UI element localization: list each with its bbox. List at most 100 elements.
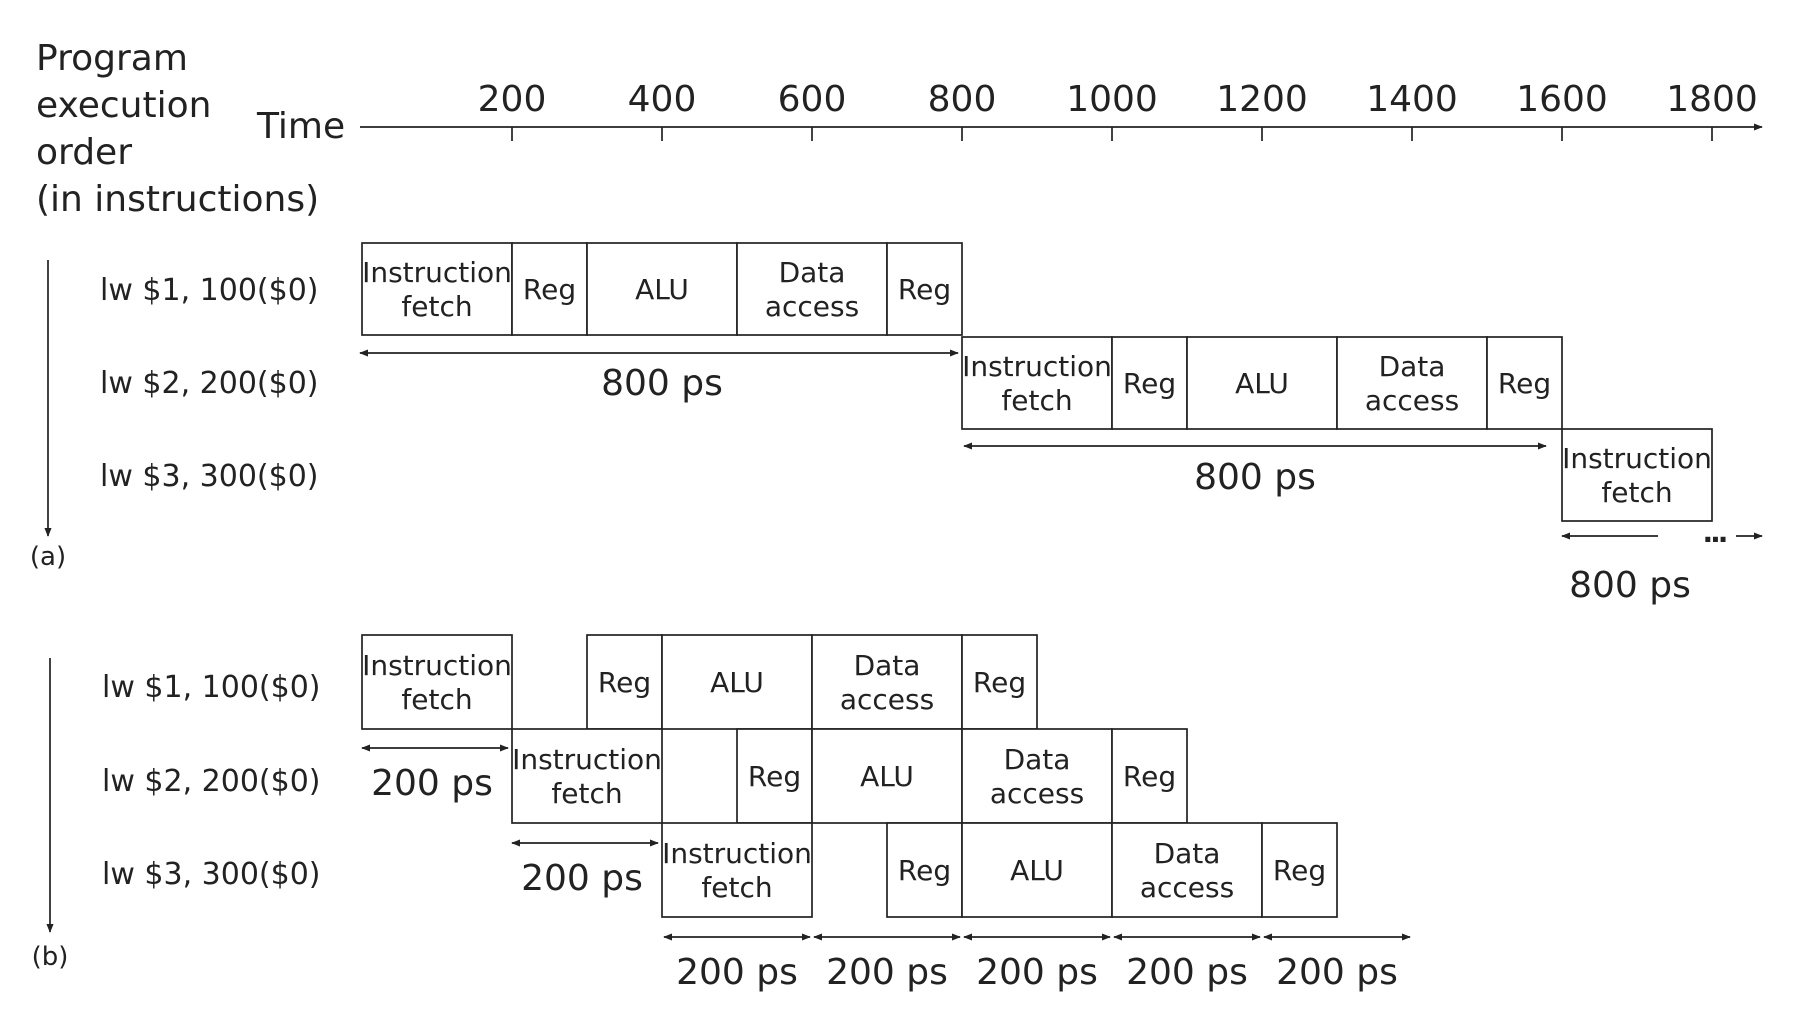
stage-label: Reg <box>1123 760 1176 793</box>
instruction-label: lw $1, 100($0) <box>100 273 319 308</box>
data-access-box <box>1336 336 1488 430</box>
continuation-dots: ... <box>1703 516 1726 549</box>
time-tick-label: 1000 <box>1066 79 1158 120</box>
instruction-fetch-box <box>961 336 1113 430</box>
stage-label: fetch <box>701 871 772 904</box>
stage-label: Data <box>1004 743 1071 776</box>
time-tick-label: 1800 <box>1666 79 1758 120</box>
stage-label: fetch <box>401 290 472 323</box>
stage-label: access <box>1365 384 1459 417</box>
stage-label: ALU <box>710 666 764 699</box>
stage-label: ALU <box>1010 854 1064 887</box>
span-label: 800 ps <box>601 363 723 404</box>
register-read-box <box>1111 336 1188 430</box>
span-label: 200 ps <box>1126 952 1248 993</box>
heading-line-1: Program <box>36 38 188 79</box>
time-axis-title: Time <box>256 106 345 147</box>
instruction-fetch-box <box>361 242 513 336</box>
span-label: 200 ps <box>676 952 798 993</box>
stage-label: ALU <box>860 760 914 793</box>
stage-label: access <box>840 683 934 716</box>
heading-line-2: execution <box>36 85 211 126</box>
instruction-label: lw $2, 200($0) <box>100 366 319 401</box>
time-tick-label: 600 <box>778 79 847 120</box>
instruction-label: lw $1, 100($0) <box>102 670 321 705</box>
instruction-fetch-box <box>1561 428 1713 522</box>
instruction-fetch-box <box>511 728 663 824</box>
stage-label: Instruction <box>362 649 512 682</box>
time-axis-ticks: 200 400 600 800 1000 1200 1400 1600 1800 <box>478 79 1758 141</box>
time-tick-label: 200 <box>478 79 547 120</box>
span-label: 200 ps <box>521 858 643 899</box>
span-label: 800 ps <box>1194 457 1316 498</box>
time-tick-label: 1600 <box>1516 79 1608 120</box>
span-label: 200 ps <box>371 763 493 804</box>
stage-label: Instruction <box>662 837 812 870</box>
time-tick-label: 1400 <box>1366 79 1458 120</box>
stage-label: Instruction <box>962 350 1112 383</box>
heading-line-3: order <box>36 132 132 173</box>
instruction-label: lw $3, 300($0) <box>102 857 321 892</box>
alu-box <box>1186 336 1338 430</box>
alu-box <box>961 822 1113 918</box>
stage-label: Data <box>854 649 921 682</box>
stage-label: ALU <box>1235 367 1289 400</box>
span-label: 800 ps <box>1569 565 1691 606</box>
data-access-box <box>961 728 1113 824</box>
part-label-a: (a) <box>30 542 66 572</box>
data-access-box <box>736 242 888 336</box>
stage-label: Reg <box>598 666 651 699</box>
stage-duration-arrows: 200 ps 200 ps 200 ps 200 ps 200 ps <box>663 933 1411 993</box>
time-axis: 200 400 600 800 1000 1200 1400 1600 1800 <box>360 79 1763 141</box>
stage-label: Reg <box>1273 854 1326 887</box>
pipelined-section: (b) lw $1, 100($0) lw $2, 200($0) lw $3,… <box>32 634 1411 993</box>
register-write-box <box>961 634 1038 730</box>
stage-label: access <box>765 290 859 323</box>
stage-label: ALU <box>635 273 689 306</box>
stage-label: Reg <box>748 760 801 793</box>
stage-label: fetch <box>1001 384 1072 417</box>
stage-label: Reg <box>523 273 576 306</box>
instruction-fetch-box <box>661 822 813 918</box>
single-cycle-section: (a) lw $1, 100($0) lw $2, 200($0) lw $3,… <box>30 242 1763 606</box>
alu-box <box>661 634 813 730</box>
time-tick-label: 1200 <box>1216 79 1308 120</box>
instruction-fetch-box <box>361 634 513 730</box>
stage-label: Reg <box>898 854 951 887</box>
stage-label: Instruction <box>1562 442 1712 475</box>
register-write-box <box>886 242 963 336</box>
register-write-box <box>1111 728 1188 824</box>
register-read-box <box>511 242 588 336</box>
alu-box <box>586 242 738 336</box>
stage-label: fetch <box>551 777 622 810</box>
data-access-box <box>811 634 963 730</box>
register-write-box <box>1486 336 1563 430</box>
part-label-b: (b) <box>32 942 69 972</box>
register-read-box <box>736 728 813 824</box>
time-tick-label: 400 <box>628 79 697 120</box>
stage-label: Reg <box>1123 367 1176 400</box>
stage-label: Instruction <box>512 743 662 776</box>
stage-label: Data <box>779 256 846 289</box>
stage-label: Reg <box>898 273 951 306</box>
stage-label: access <box>990 777 1084 810</box>
stage-label: Instruction <box>362 256 512 289</box>
stage-label: Reg <box>1498 367 1551 400</box>
stage-label: fetch <box>1601 476 1672 509</box>
time-tick-label: 800 <box>928 79 997 120</box>
stage-label: fetch <box>401 683 472 716</box>
stage-label: access <box>1140 871 1234 904</box>
instruction-label: lw $2, 200($0) <box>102 764 321 799</box>
span-label: 200 ps <box>1276 952 1398 993</box>
instruction-label: lw $3, 300($0) <box>100 459 319 494</box>
data-access-box <box>1111 822 1263 918</box>
span-label: 200 ps <box>826 952 948 993</box>
stage-label: Reg <box>973 666 1026 699</box>
execution-order-heading: Program execution order (in instructions… <box>36 38 319 220</box>
span-label: 200 ps <box>976 952 1098 993</box>
heading-line-4: (in instructions) <box>36 179 319 220</box>
stage-label: Data <box>1154 837 1221 870</box>
